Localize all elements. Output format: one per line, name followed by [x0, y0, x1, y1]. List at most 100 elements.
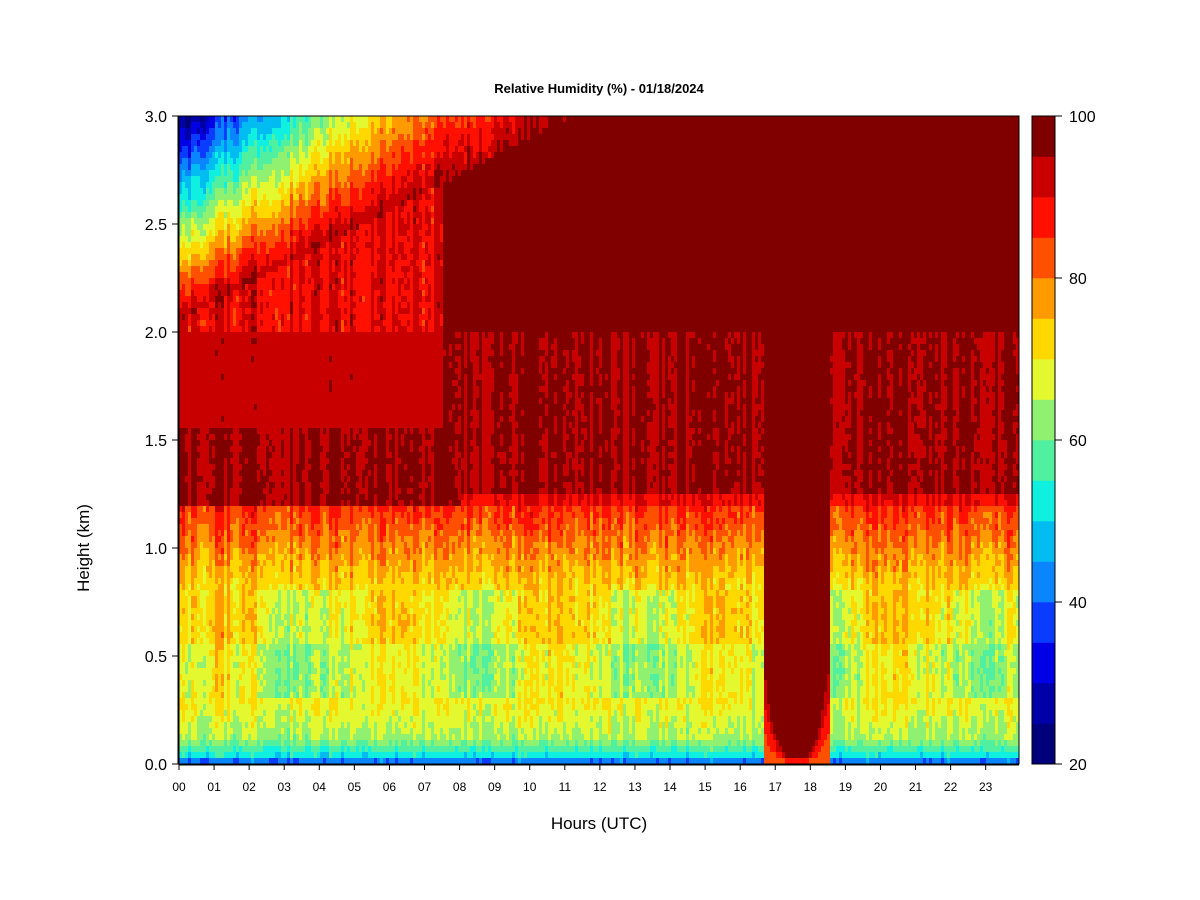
heatmap-cell [290, 524, 294, 555]
heatmap-cell [317, 128, 321, 141]
heatmap-cell [554, 380, 558, 393]
heatmap-cell [509, 746, 513, 753]
heatmap-cell [329, 116, 333, 129]
heatmap-cell [470, 518, 474, 531]
heatmap-cell [422, 188, 426, 195]
heatmap-cell [290, 428, 294, 507]
heatmap-cell [521, 416, 525, 435]
heatmap-cell [326, 752, 330, 759]
heatmap-cell [326, 494, 330, 507]
heatmap-cell [188, 740, 192, 747]
heatmap-cell [539, 494, 543, 513]
heatmap-cell [404, 116, 408, 141]
heatmap-cell [221, 188, 225, 201]
heatmap-cell [572, 752, 576, 759]
heatmap-cell [404, 542, 408, 555]
heatmap-cell [308, 506, 312, 513]
heatmap-cell [416, 524, 420, 549]
heatmap-cell [632, 680, 636, 687]
heatmap-cell [641, 422, 645, 441]
heatmap-cell [614, 626, 618, 645]
heatmap-cell [272, 638, 276, 699]
heatmap-cell [221, 638, 225, 651]
heatmap-cell [431, 224, 435, 333]
heatmap-cell [578, 470, 582, 483]
heatmap-cell [293, 734, 297, 753]
heatmap-cell [260, 290, 264, 297]
heatmap-cell [287, 122, 291, 141]
heatmap-cell [470, 644, 474, 657]
heatmap-cell [530, 740, 534, 747]
heatmap-cell [626, 566, 630, 579]
heatmap-cell [305, 584, 309, 591]
heatmap-cell [335, 542, 339, 549]
heatmap-cell [560, 722, 564, 741]
heatmap-cell [236, 620, 240, 627]
heatmap-cell [545, 398, 549, 405]
heatmap-cell [566, 404, 570, 411]
heatmap-cell [431, 686, 435, 699]
heatmap-cell [275, 746, 279, 753]
heatmap-cell [395, 332, 399, 501]
heatmap-cell [545, 668, 549, 675]
heatmap-cell [335, 590, 339, 597]
heatmap-cell [491, 758, 495, 765]
heatmap-cell [482, 116, 486, 153]
heatmap-cell [569, 602, 573, 609]
heatmap-cell [248, 590, 252, 597]
heatmap-cell [380, 758, 384, 765]
heatmap-cell [416, 746, 420, 753]
heatmap-cell [356, 728, 360, 741]
heatmap-cell [413, 722, 417, 729]
heatmap-cell [398, 506, 402, 513]
heatmap-cell [458, 398, 462, 405]
heatmap-cell [434, 158, 438, 171]
heatmap-cell [356, 638, 360, 645]
heatmap-cell [509, 422, 513, 447]
heatmap-cell [425, 122, 429, 129]
heatmap-cell [509, 458, 513, 465]
heatmap-cell [329, 392, 333, 429]
heatmap-cell [386, 176, 390, 201]
heatmap-cell [356, 188, 360, 213]
heatmap-cell [224, 116, 228, 123]
heatmap-cell [293, 590, 297, 627]
heatmap-cell [284, 506, 288, 531]
heatmap-cell [233, 506, 237, 525]
heatmap-cell [194, 176, 198, 201]
heatmap-cell [446, 698, 450, 717]
heatmap-cell [581, 704, 585, 735]
heatmap-cell [323, 650, 327, 657]
heatmap-cell [311, 206, 315, 231]
heatmap-cell [317, 428, 321, 507]
heatmap-cell [344, 590, 348, 603]
heatmap-cell [428, 134, 432, 165]
heatmap-cell [383, 326, 387, 429]
heatmap-cell [221, 380, 225, 417]
heatmap-cell [392, 116, 396, 129]
heatmap-cell [509, 560, 513, 567]
heatmap-cell [554, 560, 558, 573]
heatmap-cell [278, 116, 282, 129]
heatmap-cell [338, 134, 342, 153]
heatmap-cell [431, 188, 435, 195]
heatmap-cell [398, 536, 402, 561]
heatmap-cell [422, 644, 426, 657]
heatmap-cell [449, 728, 453, 741]
heatmap-cell [476, 524, 480, 531]
heatmap-cell [368, 440, 372, 447]
heatmap-cell [374, 722, 378, 741]
heatmap-cell [239, 488, 243, 495]
heatmap-cell [638, 692, 642, 699]
heatmap-cell [626, 548, 630, 555]
heatmap-cell [365, 332, 369, 453]
heatmap-cell [185, 506, 189, 537]
heatmap-cell [188, 758, 192, 765]
heatmap-cell [482, 332, 486, 495]
heatmap-cell [197, 326, 201, 429]
heatmap-cell [260, 242, 264, 267]
heatmap-cell [353, 254, 357, 261]
heatmap-cell [431, 758, 435, 765]
heatmap-cell [635, 524, 639, 531]
heatmap-cell [371, 200, 375, 267]
